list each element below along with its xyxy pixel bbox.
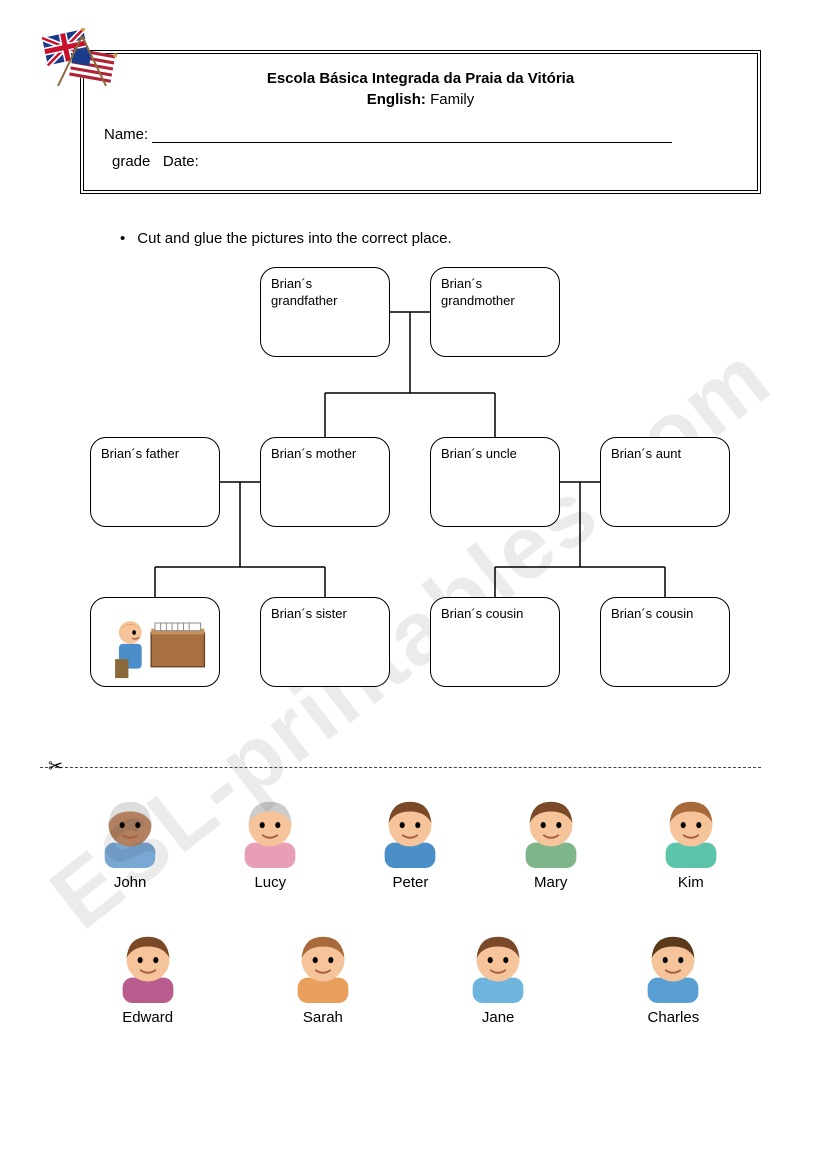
person-name: Edward [93,1009,203,1026]
people-row-1: John Lucy Peter Mary [60,790,761,891]
person-cutout: Kim [636,790,746,891]
node-grandmother: Brian´s grandmother [430,267,560,357]
person-name: Jane [443,1009,553,1026]
name-line: Name: [104,126,737,143]
person-cutout: Lucy [215,790,325,891]
person-avatar-icon [371,790,449,868]
node-cousin-2: Brian´s cousin [600,597,730,687]
school-name: Escola Básica Integrada da Praia da Vitó… [104,68,737,89]
header-box: Escola Básica Integrada da Praia da Vitó… [80,50,761,194]
grade-label: grade [112,153,150,170]
subject-value: Family [430,91,474,108]
family-tree: Brian´s grandfather Brian´s grandmother … [70,267,761,747]
person-avatar-icon [652,790,730,868]
name-label: Name: [104,126,148,143]
person-avatar-icon [634,925,712,1003]
person-cutout: Peter [355,790,465,891]
flags-icon [40,28,126,88]
person-cutout: Jane [443,925,553,1026]
scissors-icon: ✂ [48,756,63,777]
people-row-2: Edward Sarah Jane Charles [60,925,761,1026]
subject-label: English: [367,91,426,108]
person-avatar-icon [512,790,590,868]
person-name: Sarah [268,1009,378,1026]
person-cutout: Edward [93,925,203,1026]
person-avatar-icon [284,925,362,1003]
instruction-text: Cut and glue the pictures into the corre… [120,230,761,247]
people-cutouts: John Lucy Peter Mary [60,780,761,1060]
person-cutout: John [75,790,185,891]
node-cousin-1: Brian´s cousin [430,597,560,687]
node-aunt: Brian´s aunt [600,437,730,527]
node-sister: Brian´s sister [260,597,390,687]
cut-here-line [40,767,761,768]
person-name: Charles [618,1009,728,1026]
name-input-line[interactable] [152,142,672,143]
person-avatar-icon [91,790,169,868]
person-name: John [75,874,185,891]
node-mother: Brian´s mother [260,437,390,527]
node-grandfather: Brian´s grandfather [260,267,390,357]
person-avatar-icon [459,925,537,1003]
header-title: Escola Básica Integrada da Praia da Vitó… [104,68,737,110]
node-uncle: Brian´s uncle [430,437,560,527]
person-cutout: Mary [496,790,606,891]
person-cutout: Sarah [268,925,378,1026]
node-father: Brian´s father [90,437,220,527]
worksheet-page: ESL-printables.com [0,0,821,1100]
date-label: Date: [163,153,199,170]
person-name: Kim [636,874,746,891]
person-avatar-icon [231,790,309,868]
node-brian-picture [90,597,220,687]
person-name: Lucy [215,874,325,891]
grade-line: grade Date: [104,153,737,170]
person-name: Mary [496,874,606,891]
person-cutout: Charles [618,925,728,1026]
person-avatar-icon [109,925,187,1003]
person-name: Peter [355,874,465,891]
